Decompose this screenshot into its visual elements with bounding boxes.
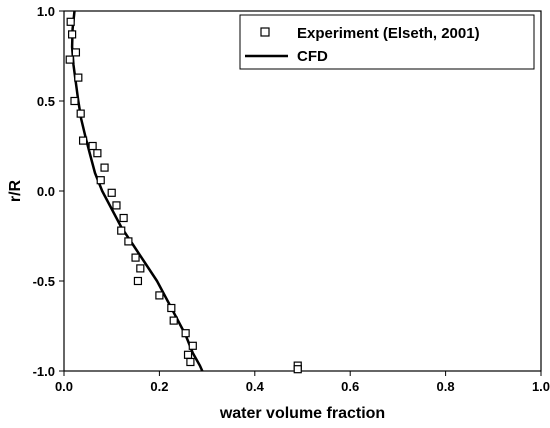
legend-label-experiment: Experiment (Elseth, 2001) <box>297 25 480 42</box>
y-axis-title: r/R <box>7 179 24 202</box>
legend-box <box>239 14 535 70</box>
experiment-point <box>88 141 97 151</box>
y-tick-label: -0.5 <box>33 274 55 289</box>
experiment-point <box>66 17 75 26</box>
experiment-point <box>96 176 105 185</box>
tick-labels: 0.0 0.2 0.4 0.6 0.8 1.0 1.0 0.5 0.0 -0.5 -1.0 <box>33 4 550 394</box>
experiment-point <box>117 226 126 235</box>
y-tick-label: 0.5 <box>37 94 55 109</box>
experiment-point <box>78 136 88 145</box>
experiment-point <box>136 264 145 273</box>
y-tick-label: 1.0 <box>37 4 55 19</box>
x-tick-label: 0.2 <box>150 379 168 394</box>
legend-square-marker <box>260 27 270 37</box>
experiment-point <box>65 55 74 64</box>
legend: Experiment (Elseth, 2001) CFD <box>239 14 535 70</box>
experiment-point <box>155 291 164 300</box>
experiment-points <box>65 17 302 374</box>
x-tick-label: 0.8 <box>437 379 455 394</box>
experiment-point <box>186 357 195 367</box>
experiment-point <box>124 237 133 246</box>
experiment-point <box>76 109 85 118</box>
experiment-point <box>133 276 143 286</box>
experiment-point <box>112 201 121 210</box>
legend-label-cfd: CFD <box>297 48 328 65</box>
experiment-point <box>74 73 83 82</box>
experiment-point <box>70 96 79 106</box>
experiment-point <box>71 48 81 57</box>
ticks <box>59 10 542 376</box>
experiment-point <box>119 213 128 223</box>
x-axis-title: water volume fraction <box>219 405 385 422</box>
x-tick-label: 0.6 <box>341 379 359 394</box>
y-tick-label: 0.0 <box>37 184 55 199</box>
x-tick-label: 1.0 <box>532 379 550 394</box>
experiment-point <box>68 30 77 39</box>
experiment-point <box>131 253 140 262</box>
experiment-point <box>183 350 193 359</box>
experiment-point <box>167 303 176 313</box>
experiment-point <box>107 188 116 197</box>
y-tick-label: -1.0 <box>33 364 55 379</box>
x-tick-label: 0.0 <box>55 379 73 394</box>
experiment-point <box>169 316 178 325</box>
experiment-point <box>100 163 109 172</box>
experiment-point <box>93 149 102 158</box>
experiment-point <box>293 365 302 374</box>
experiment-point <box>181 329 190 338</box>
x-tick-label: 0.4 <box>246 379 265 394</box>
experiment-point <box>188 341 197 350</box>
